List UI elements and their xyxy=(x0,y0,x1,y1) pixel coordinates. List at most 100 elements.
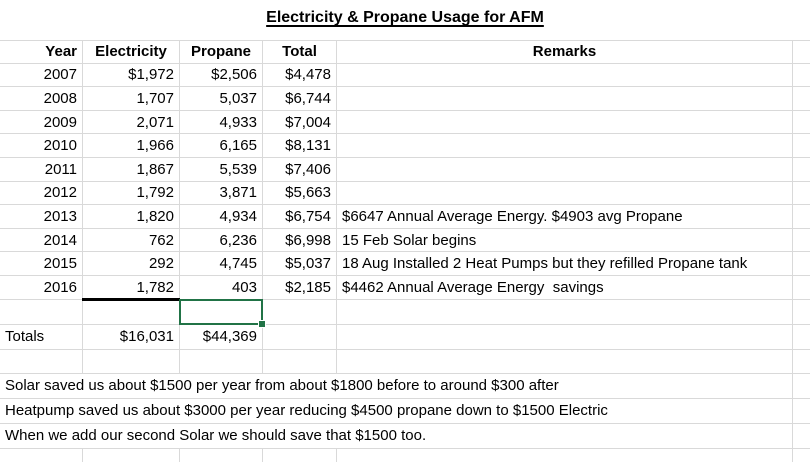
empty-cell[interactable] xyxy=(793,325,810,349)
empty-cell[interactable] xyxy=(793,449,810,462)
empty-cell[interactable] xyxy=(83,349,180,373)
remark-cell[interactable] xyxy=(337,181,793,205)
propane-cell[interactable]: 5,037 xyxy=(180,87,263,110)
electricity-cell[interactable]: 1,966 xyxy=(83,134,180,157)
electricity-cell[interactable]: 2,071 xyxy=(83,110,180,134)
empty-cell[interactable] xyxy=(83,448,180,462)
propane-cell[interactable]: 403 xyxy=(180,275,263,299)
empty-cell[interactable] xyxy=(337,324,793,349)
remark-cell[interactable] xyxy=(337,157,793,181)
row-2014: 2014 762 6,236 $6,998 15 Feb Solar begin… xyxy=(0,228,810,253)
propane-cell[interactable]: 4,933 xyxy=(180,110,263,134)
empty-cell[interactable] xyxy=(793,424,810,448)
electricity-cell[interactable]: 292 xyxy=(83,252,180,275)
empty-cell[interactable] xyxy=(263,324,337,349)
electricity-cell[interactable]: 1,707 xyxy=(83,87,180,110)
electricity-cell[interactable]: 1,792 xyxy=(83,181,180,205)
empty-cell[interactable] xyxy=(793,64,810,87)
empty-cell[interactable] xyxy=(263,448,337,462)
total-cell[interactable]: $2,185 xyxy=(263,275,337,299)
header-year[interactable]: Year xyxy=(0,41,83,63)
empty-cell[interactable] xyxy=(180,349,263,373)
electricity-cell[interactable]: $1,972 xyxy=(83,63,180,87)
remark-cell[interactable] xyxy=(337,110,793,134)
year-cell[interactable]: 2015 xyxy=(0,252,83,275)
header-electricity[interactable]: Electricity xyxy=(83,41,180,63)
empty-cell[interactable] xyxy=(0,448,83,462)
total-cell[interactable]: $5,037 xyxy=(263,252,337,275)
empty-cell[interactable] xyxy=(83,299,180,324)
total-cell[interactable]: $5,663 xyxy=(263,181,337,205)
empty-cell[interactable] xyxy=(337,299,793,324)
empty-cell[interactable] xyxy=(0,299,83,324)
totals-row: Totals $16,031 $44,369 xyxy=(0,324,810,350)
note-cell[interactable]: Heatpump saved us about $3000 per year r… xyxy=(0,398,793,423)
year-cell[interactable]: 2009 xyxy=(0,110,83,134)
empty-cell[interactable] xyxy=(793,205,810,228)
empty-cell[interactable] xyxy=(793,111,810,134)
fill-handle[interactable] xyxy=(258,319,266,328)
total-cell[interactable]: $8,131 xyxy=(263,134,337,157)
propane-cell[interactable]: 4,934 xyxy=(180,205,263,228)
empty-cell[interactable] xyxy=(793,252,810,275)
header-propane[interactable]: Propane xyxy=(180,41,263,63)
year-cell[interactable]: 2012 xyxy=(0,181,83,205)
remark-cell[interactable] xyxy=(337,63,793,87)
header-remarks[interactable]: Remarks xyxy=(337,41,793,63)
electricity-cell[interactable]: 762 xyxy=(83,228,180,252)
year-cell[interactable]: 2011 xyxy=(0,157,83,181)
year-cell[interactable]: 2007 xyxy=(0,63,83,87)
year-cell[interactable]: 2014 xyxy=(0,228,83,252)
total-cell[interactable]: $7,004 xyxy=(263,110,337,134)
remark-cell[interactable] xyxy=(337,87,793,110)
propane-cell[interactable]: 4,745 xyxy=(180,252,263,275)
remark-cell[interactable] xyxy=(337,134,793,157)
propane-cell[interactable]: $2,506 xyxy=(180,63,263,87)
total-cell[interactable]: $6,998 xyxy=(263,228,337,252)
empty-cell[interactable] xyxy=(793,41,810,63)
total-cell[interactable]: $7,406 xyxy=(263,157,337,181)
empty-cell[interactable] xyxy=(793,399,810,423)
empty-cell[interactable] xyxy=(793,182,810,205)
remark-cell[interactable]: 15 Feb Solar begins xyxy=(337,228,793,252)
empty-cell[interactable] xyxy=(263,349,337,373)
propane-cell[interactable]: 3,871 xyxy=(180,181,263,205)
empty-cell[interactable] xyxy=(337,349,793,373)
empty-cell[interactable] xyxy=(793,87,810,110)
year-cell[interactable]: 2010 xyxy=(0,134,83,157)
year-cell[interactable]: 2016 xyxy=(0,275,83,299)
remark-cell[interactable]: 18 Aug Installed 2 Heat Pumps but they r… xyxy=(337,252,793,275)
empty-cell[interactable] xyxy=(337,448,793,462)
propane-cell[interactable]: 6,165 xyxy=(180,134,263,157)
totals-label-cell[interactable]: Totals xyxy=(0,324,83,349)
empty-cell[interactable] xyxy=(793,276,810,299)
electricity-cell[interactable]: 1,820 xyxy=(83,205,180,228)
electricity-cell[interactable]: 1,867 xyxy=(83,157,180,181)
empty-cell[interactable] xyxy=(180,448,263,462)
remark-cell[interactable]: $4462 Annual Average Energy savings xyxy=(337,275,793,299)
year-cell[interactable]: 2013 xyxy=(0,205,83,228)
electricity-cell[interactable]: 1,782 xyxy=(82,275,180,301)
total-cell[interactable]: $4,478 xyxy=(263,63,337,87)
empty-cell[interactable] xyxy=(0,349,83,373)
empty-cell[interactable] xyxy=(793,229,810,252)
empty-cell[interactable] xyxy=(263,299,337,324)
empty-cell[interactable] xyxy=(793,134,810,157)
propane-cell[interactable]: 6,236 xyxy=(180,228,263,252)
empty-cell[interactable] xyxy=(793,300,810,324)
empty-cell[interactable] xyxy=(793,158,810,181)
selected-cell[interactable] xyxy=(179,298,266,328)
note-cell[interactable]: Solar saved us about $1500 per year from… xyxy=(0,373,793,398)
total-cell[interactable]: $6,744 xyxy=(263,87,337,110)
blank-row xyxy=(0,349,810,374)
year-cell[interactable]: 2008 xyxy=(0,87,83,110)
empty-cell[interactable] xyxy=(793,374,810,398)
total-cell[interactable]: $6,754 xyxy=(263,205,337,228)
empty-cell[interactable] xyxy=(793,350,810,373)
header-total[interactable]: Total xyxy=(263,41,337,63)
totals-propane-cell[interactable]: $44,369 xyxy=(180,324,263,349)
totals-electricity-cell[interactable]: $16,031 xyxy=(83,324,180,349)
note-cell[interactable]: When we add our second Solar we should s… xyxy=(0,423,793,448)
propane-cell[interactable]: 5,539 xyxy=(180,157,263,181)
remark-cell[interactable]: $6647 Annual Average Energy. $4903 avg P… xyxy=(337,205,793,228)
